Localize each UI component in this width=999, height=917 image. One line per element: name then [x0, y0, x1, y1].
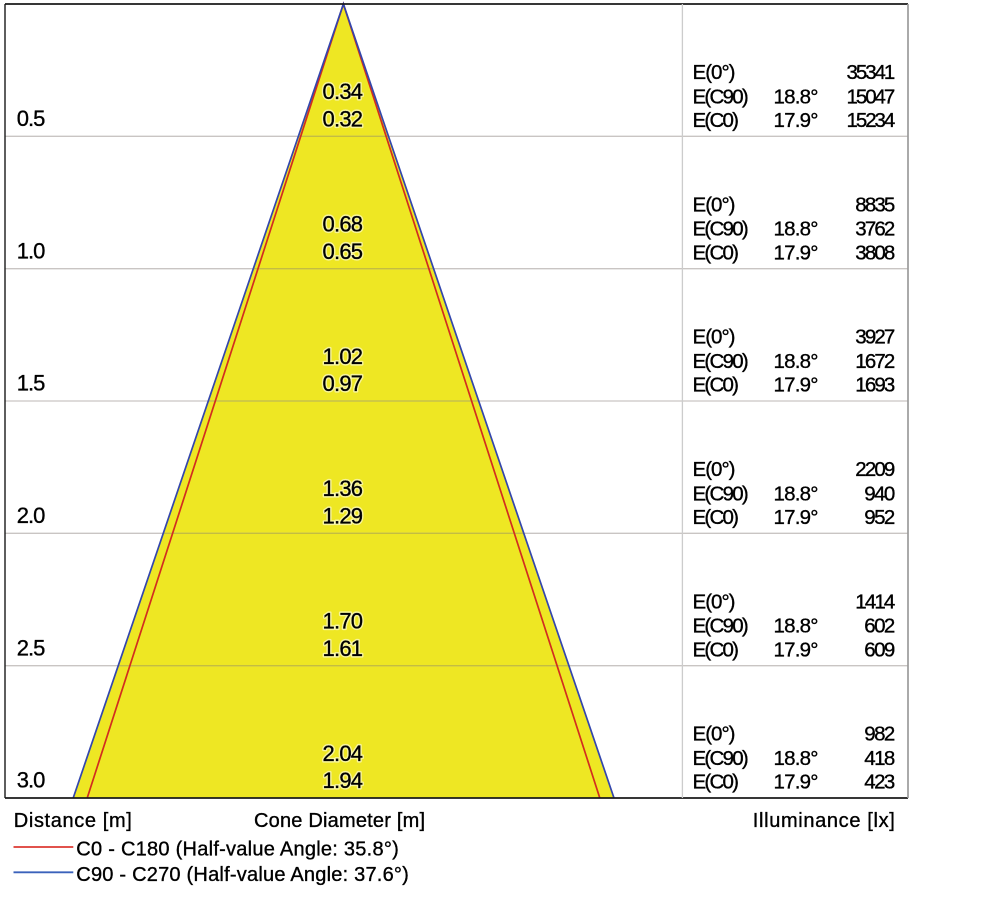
- svg-text:15234: 15234: [847, 109, 896, 132]
- svg-text:1.61: 1.61: [323, 636, 364, 661]
- svg-text:0.5: 0.5: [17, 106, 46, 131]
- svg-text:E(C90): E(C90): [693, 218, 749, 241]
- svg-text:0.68: 0.68: [323, 212, 364, 237]
- svg-text:E(C0): E(C0): [693, 638, 740, 661]
- svg-text:18.8°: 18.8°: [774, 350, 819, 373]
- svg-text:E(C90): E(C90): [693, 615, 749, 638]
- svg-text:E(0°): E(0°): [693, 193, 736, 216]
- svg-text:2.0: 2.0: [17, 503, 46, 528]
- svg-text:E(C90): E(C90): [693, 747, 749, 770]
- svg-text:1.02: 1.02: [323, 344, 364, 369]
- svg-text:C0 - C180 (Half-value Angle: 3: C0 - C180 (Half-value Angle: 35.8°): [76, 839, 399, 861]
- svg-text:0.34: 0.34: [323, 79, 364, 104]
- svg-text:E(C90): E(C90): [693, 85, 749, 108]
- svg-text:17.9°: 17.9°: [774, 241, 819, 264]
- svg-text:1.70: 1.70: [323, 609, 364, 634]
- svg-text:17.9°: 17.9°: [774, 771, 819, 794]
- svg-text:3.0: 3.0: [17, 768, 46, 793]
- svg-text:Cone Diameter [m]: Cone Diameter [m]: [254, 810, 425, 832]
- svg-text:1.61: 1.61: [323, 636, 364, 661]
- svg-text:E(C0): E(C0): [693, 506, 740, 529]
- svg-text:E(C90): E(C90): [693, 482, 749, 505]
- svg-text:E(C0): E(C0): [693, 771, 740, 794]
- svg-text:18.8°: 18.8°: [774, 747, 819, 770]
- svg-text:1.29: 1.29: [323, 504, 364, 529]
- svg-text:E(0°): E(0°): [693, 61, 736, 84]
- svg-text:0.32: 0.32: [323, 107, 364, 132]
- svg-text:17.9°: 17.9°: [774, 374, 819, 397]
- svg-text:E(C0): E(C0): [693, 241, 740, 264]
- svg-text:1414: 1414: [855, 590, 895, 613]
- svg-text:0.65: 0.65: [323, 239, 364, 264]
- svg-text:952: 952: [864, 506, 895, 529]
- svg-text:2209: 2209: [855, 458, 895, 481]
- svg-text:1.70: 1.70: [323, 609, 364, 634]
- svg-text:E(0°): E(0°): [693, 326, 736, 349]
- svg-text:E(0°): E(0°): [693, 590, 736, 613]
- svg-text:3927: 3927: [855, 326, 895, 349]
- svg-text:17.9°: 17.9°: [774, 638, 819, 661]
- svg-text:1.94: 1.94: [323, 768, 364, 793]
- svg-text:1.02: 1.02: [323, 344, 364, 369]
- svg-text:18.8°: 18.8°: [774, 85, 819, 108]
- svg-text:0.97: 0.97: [323, 371, 364, 396]
- svg-text:2.04: 2.04: [323, 741, 364, 766]
- svg-text:1693: 1693: [855, 374, 895, 397]
- svg-text:3762: 3762: [855, 218, 895, 241]
- svg-text:1.29: 1.29: [323, 504, 364, 529]
- svg-text:602: 602: [864, 615, 895, 638]
- svg-text:8835: 8835: [855, 193, 895, 216]
- svg-text:1.0: 1.0: [17, 238, 46, 263]
- svg-text:15047: 15047: [847, 85, 896, 108]
- svg-text:0.34: 0.34: [323, 79, 364, 104]
- svg-text:E(C0): E(C0): [693, 374, 740, 397]
- svg-text:2.04: 2.04: [323, 741, 364, 766]
- svg-text:E(C0): E(C0): [693, 109, 740, 132]
- svg-text:1.5: 1.5: [17, 371, 46, 396]
- svg-text:3808: 3808: [855, 241, 895, 264]
- svg-text:C90 - C270 (Half-value Angle:: C90 - C270 (Half-value Angle: 37.6°): [76, 864, 409, 886]
- svg-text:3.0: 3.0: [17, 768, 46, 793]
- svg-text:609: 609: [864, 638, 895, 661]
- svg-text:0.65: 0.65: [323, 239, 364, 264]
- svg-text:17.9°: 17.9°: [774, 109, 819, 132]
- svg-text:Illuminance [lx]: Illuminance [lx]: [753, 810, 895, 832]
- svg-text:18.8°: 18.8°: [774, 615, 819, 638]
- svg-text:18.8°: 18.8°: [774, 218, 819, 241]
- svg-text:0.5: 0.5: [17, 106, 46, 131]
- svg-text:17.9°: 17.9°: [774, 506, 819, 529]
- svg-text:18.8°: 18.8°: [774, 482, 819, 505]
- svg-text:1.5: 1.5: [17, 371, 46, 396]
- svg-text:E(C90): E(C90): [693, 350, 749, 373]
- svg-text:940: 940: [864, 482, 895, 505]
- svg-text:2.5: 2.5: [17, 635, 46, 660]
- svg-text:982: 982: [864, 723, 895, 746]
- svg-text:E(0°): E(0°): [693, 458, 736, 481]
- svg-text:1672: 1672: [855, 350, 895, 373]
- svg-text:0.97: 0.97: [323, 371, 364, 396]
- svg-text:1.36: 1.36: [323, 476, 364, 501]
- svg-text:423: 423: [864, 771, 895, 794]
- svg-text:0.68: 0.68: [323, 212, 364, 237]
- svg-text:Distance [m]: Distance [m]: [14, 810, 132, 832]
- svg-text:0.32: 0.32: [323, 107, 364, 132]
- svg-text:1.36: 1.36: [323, 476, 364, 501]
- svg-text:35341: 35341: [847, 61, 896, 84]
- svg-text:1.0: 1.0: [17, 238, 46, 263]
- svg-text:E(0°): E(0°): [693, 723, 736, 746]
- svg-text:2.0: 2.0: [17, 503, 46, 528]
- svg-text:418: 418: [864, 747, 895, 770]
- svg-text:2.5: 2.5: [17, 635, 46, 660]
- svg-text:1.94: 1.94: [323, 768, 364, 793]
